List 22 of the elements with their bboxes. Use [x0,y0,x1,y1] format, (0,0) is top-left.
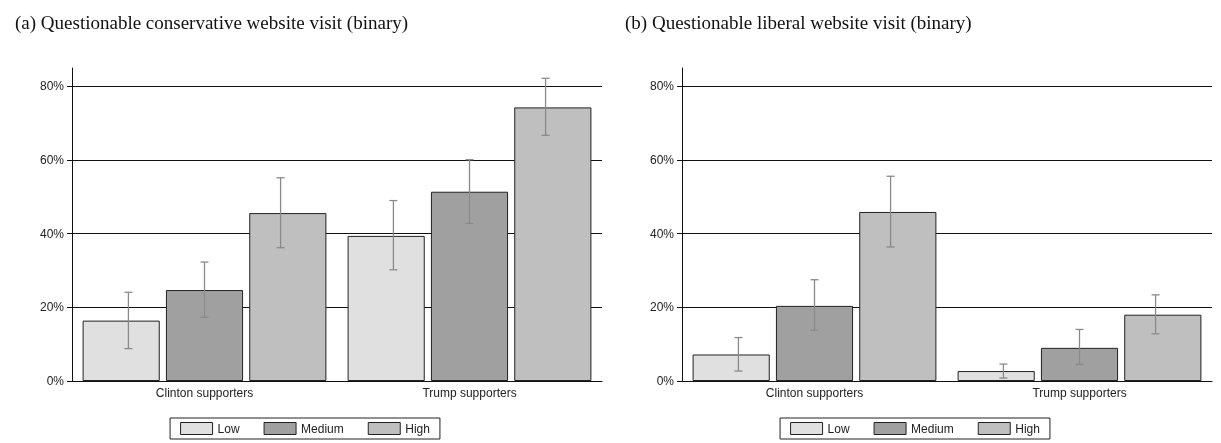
chart-title: (a) Questionable conservative website visit (binary) [15,12,409,34]
x-tick-label: Clinton supporters [155,386,254,400]
y-tick-label: 20% [649,300,675,315]
x-tick-label: Clinton supporters [765,386,864,400]
legend-label: Medium [301,421,344,436]
y-tick-label: 20% [39,300,65,315]
legend-label: High [405,421,430,436]
legend-label: Medium [911,421,954,436]
y-tick-label: 80% [39,79,65,94]
legend-label: Low [217,421,240,436]
x-tick-label: Trump supporters [1032,386,1127,400]
y-tick-label: 60% [649,153,675,168]
legend-label: Low [827,421,850,436]
y-tick-label: 80% [649,79,675,94]
chart-title: (b) Questionable liberal website visit (binary) [625,12,972,34]
y-tick-label: 0% [656,374,675,388]
x-tick-label: Trump supporters [422,386,517,400]
legend-label: High [1015,421,1040,436]
y-tick-label: 60% [39,153,65,168]
y-tick-label: 40% [649,226,675,241]
y-tick-label: 40% [39,226,65,241]
y-tick-label: 0% [46,374,65,388]
